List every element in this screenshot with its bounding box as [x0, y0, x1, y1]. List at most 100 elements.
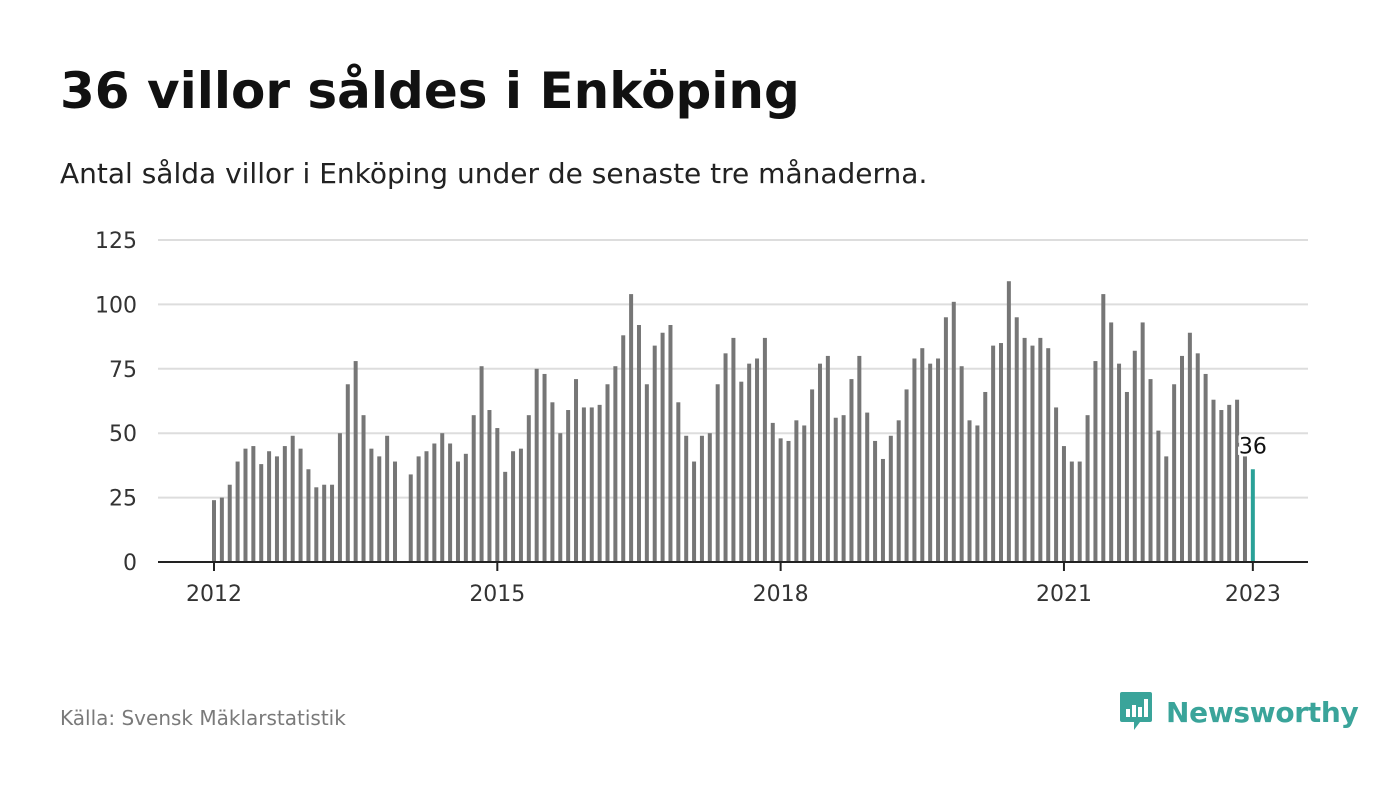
bar [676, 402, 681, 562]
bar-highlight [1250, 469, 1255, 562]
bar [1219, 410, 1224, 562]
brand-name: Newsworthy [1166, 695, 1359, 729]
bar [306, 469, 311, 562]
bar [558, 433, 563, 562]
bar [337, 433, 342, 562]
bar [1132, 350, 1137, 562]
bar [369, 448, 374, 562]
bar [841, 415, 846, 562]
bar [1030, 345, 1035, 562]
y-tick-label: 100 [95, 293, 137, 318]
bar [1140, 322, 1145, 562]
bar [463, 453, 468, 562]
bar [873, 440, 878, 562]
chart-subtitle: Antal sålda villor i Enköping under de s… [60, 157, 928, 190]
annotations: 36 [1236, 432, 1269, 462]
bar [1109, 322, 1114, 562]
bar [212, 500, 216, 562]
bar [448, 443, 453, 562]
bar [1022, 337, 1027, 562]
y-tick-label: 75 [109, 358, 137, 383]
x-tick-label: 2021 [1036, 582, 1092, 607]
bar [322, 484, 327, 562]
bar [1242, 456, 1247, 562]
bar [613, 366, 618, 562]
y-tick-label: 0 [123, 551, 137, 576]
bar [880, 458, 885, 562]
bar [786, 440, 791, 562]
bar [943, 317, 948, 562]
bar [1172, 384, 1177, 562]
bar [1124, 391, 1129, 562]
bar [1180, 355, 1185, 562]
bar [920, 348, 925, 562]
bar [739, 381, 744, 562]
bar [479, 366, 484, 562]
bar [1203, 373, 1208, 562]
newsworthy-logo-icon [1120, 692, 1152, 730]
bar [1235, 399, 1240, 562]
bar [1227, 404, 1232, 562]
x-tick-label: 2023 [1225, 582, 1281, 607]
bar [574, 379, 579, 562]
bar [904, 389, 909, 562]
bar [1187, 332, 1192, 562]
bar [833, 417, 838, 562]
bar [1038, 337, 1043, 562]
bar [802, 425, 807, 562]
bar [1156, 430, 1161, 562]
bar [621, 335, 626, 562]
bar [999, 343, 1003, 562]
brand-logo[interactable]: Newsworthy [1118, 690, 1359, 734]
bar [1006, 281, 1011, 562]
bar [235, 461, 240, 562]
y-axis-ticks: 0 25 50 75 100 125 [95, 229, 137, 576]
bar [888, 435, 893, 562]
bar [440, 433, 445, 562]
bar [495, 428, 500, 562]
bar [755, 358, 760, 562]
bar [629, 294, 634, 562]
bar [377, 456, 382, 562]
source-note: Källa: Svensk Mäklarstatistik [60, 706, 346, 730]
bar [1077, 461, 1082, 562]
bar [424, 451, 429, 562]
bar [298, 448, 303, 562]
bar [865, 412, 870, 562]
bar [518, 448, 523, 562]
bar [550, 402, 555, 562]
bar [345, 384, 350, 562]
bar [817, 363, 822, 562]
bar [597, 404, 602, 562]
highlight-value-label: 36 [1239, 434, 1267, 459]
bar [605, 384, 610, 562]
bar [715, 384, 720, 562]
bar [810, 389, 815, 562]
bar [455, 461, 460, 562]
bar [259, 464, 264, 562]
bar [967, 420, 972, 562]
bar [668, 325, 673, 562]
bar [243, 448, 248, 562]
bar [723, 353, 728, 562]
bar [991, 345, 996, 562]
bar [542, 373, 547, 562]
bar [747, 363, 752, 562]
bar [408, 474, 413, 562]
y-tick-label: 25 [109, 487, 137, 512]
bar [581, 407, 586, 562]
bar [314, 487, 319, 562]
bar [511, 451, 516, 562]
bar [684, 435, 689, 562]
bar [857, 355, 862, 562]
x-axis: 2012 2015 2018 2021 2023 [158, 561, 1308, 607]
bar [361, 415, 366, 562]
bar [589, 407, 594, 562]
bar [1101, 294, 1106, 562]
bar [330, 484, 335, 562]
bar [778, 438, 783, 562]
bar [534, 368, 539, 562]
bar [503, 471, 508, 562]
bar [636, 325, 641, 562]
bar [219, 497, 224, 562]
